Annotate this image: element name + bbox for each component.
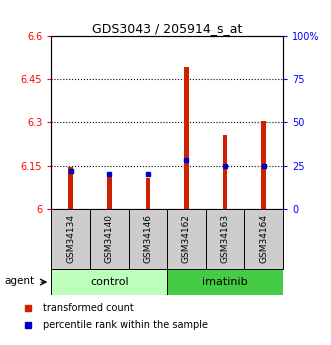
Bar <box>128 209 167 269</box>
Text: control: control <box>90 277 128 287</box>
Title: GDS3043 / 205914_s_at: GDS3043 / 205914_s_at <box>92 22 242 35</box>
Bar <box>244 209 283 269</box>
Bar <box>261 121 266 209</box>
Bar <box>68 167 73 209</box>
Bar <box>167 269 283 295</box>
Bar <box>90 209 128 269</box>
Bar <box>51 269 167 295</box>
Text: agent: agent <box>4 276 34 286</box>
Text: GSM34146: GSM34146 <box>143 214 152 264</box>
Text: GSM34140: GSM34140 <box>105 214 114 264</box>
Text: GSM34134: GSM34134 <box>66 214 75 264</box>
Bar <box>146 178 150 209</box>
Text: GSM34162: GSM34162 <box>182 214 191 264</box>
Text: GSM34164: GSM34164 <box>259 214 268 264</box>
Bar <box>223 135 227 209</box>
Text: transformed count: transformed count <box>43 303 134 313</box>
Bar <box>167 209 206 269</box>
Bar <box>51 209 90 269</box>
Text: percentile rank within the sample: percentile rank within the sample <box>43 321 208 330</box>
Text: GSM34163: GSM34163 <box>220 214 230 264</box>
Bar <box>184 67 189 209</box>
Text: imatinib: imatinib <box>202 277 248 287</box>
Bar <box>206 209 244 269</box>
Bar <box>107 173 112 209</box>
